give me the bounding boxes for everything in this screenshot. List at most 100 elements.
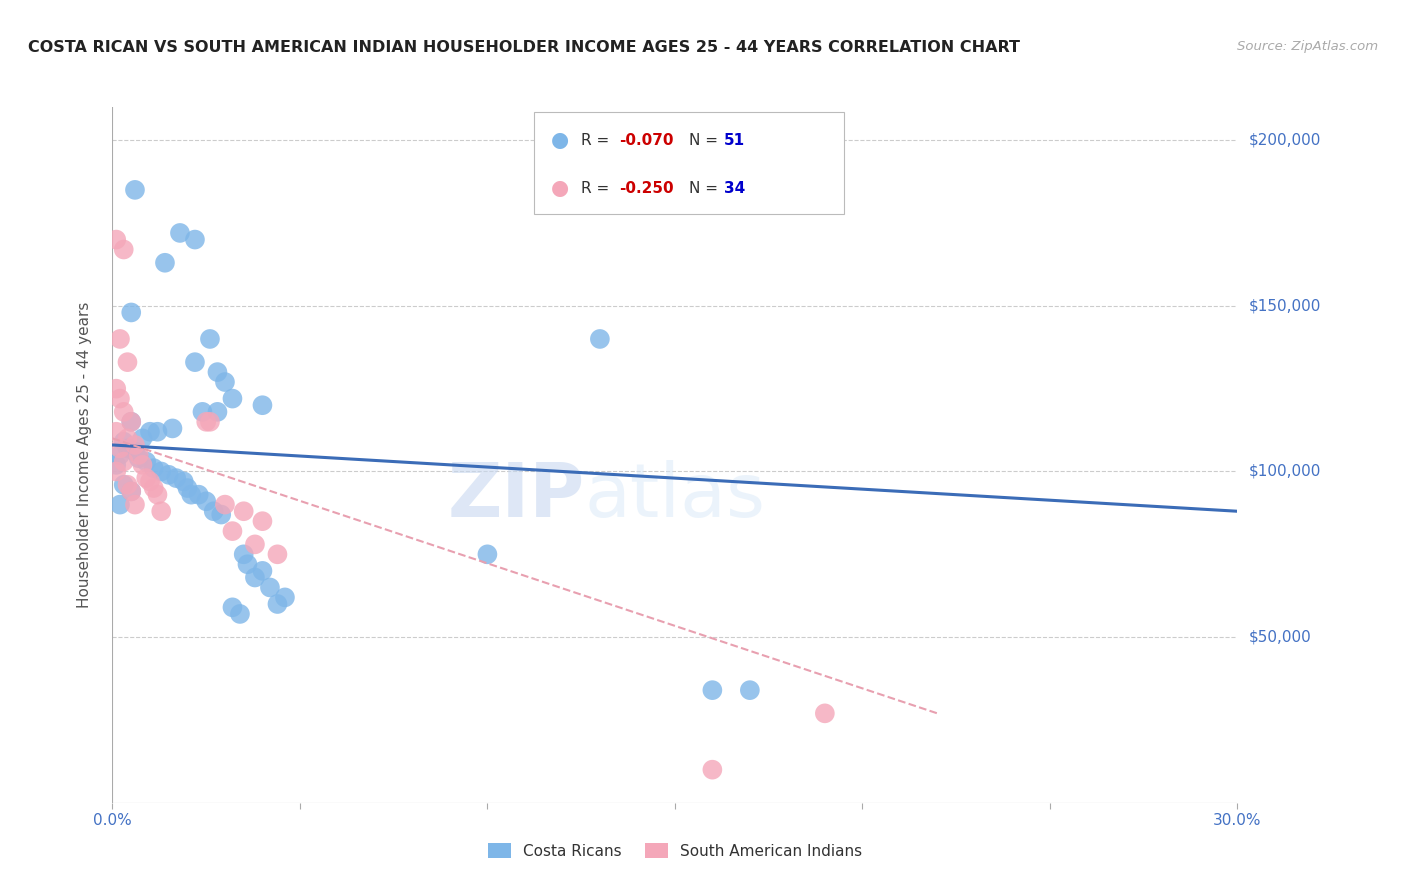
- Point: [165, 471, 187, 485]
- Point: [117, 477, 139, 491]
- Point: [214, 498, 236, 512]
- Point: [120, 415, 142, 429]
- Point: [146, 425, 169, 439]
- Point: [139, 425, 162, 439]
- Text: $100,000: $100,000: [1249, 464, 1320, 479]
- Point: [131, 458, 153, 472]
- Point: [243, 570, 266, 584]
- Point: [120, 415, 142, 429]
- Point: [108, 498, 131, 512]
- Text: $200,000: $200,000: [1249, 133, 1320, 148]
- Point: [112, 454, 135, 468]
- Text: $150,000: $150,000: [1249, 298, 1320, 313]
- Point: [105, 465, 128, 479]
- Point: [120, 484, 142, 499]
- Point: [589, 332, 612, 346]
- Point: [814, 706, 837, 721]
- Point: [191, 405, 214, 419]
- Point: [176, 481, 198, 495]
- Text: -0.070: -0.070: [619, 133, 673, 148]
- Point: [139, 475, 162, 489]
- Point: [207, 365, 229, 379]
- Point: [108, 442, 131, 456]
- Point: [184, 233, 207, 247]
- Point: [108, 332, 131, 346]
- Point: [120, 305, 142, 319]
- Point: [142, 461, 165, 475]
- Point: [214, 375, 236, 389]
- Point: [274, 591, 297, 605]
- Point: [207, 405, 229, 419]
- Point: [131, 431, 153, 445]
- Point: [157, 467, 180, 482]
- Point: [236, 558, 259, 572]
- Point: [153, 256, 176, 270]
- Point: [150, 465, 173, 479]
- Point: [105, 458, 128, 472]
- Point: [266, 547, 288, 561]
- Point: [124, 438, 146, 452]
- Point: [266, 597, 288, 611]
- Point: [108, 392, 131, 406]
- Point: [135, 454, 157, 468]
- Point: [738, 683, 761, 698]
- Legend: Costa Ricans, South American Indians: Costa Ricans, South American Indians: [482, 837, 868, 864]
- Point: [252, 514, 274, 528]
- Point: [221, 392, 243, 406]
- Point: [229, 607, 252, 621]
- Point: [221, 600, 243, 615]
- Point: [112, 434, 135, 449]
- Point: [128, 448, 150, 462]
- Point: [105, 233, 128, 247]
- Text: COSTA RICAN VS SOUTH AMERICAN INDIAN HOUSEHOLDER INCOME AGES 25 - 44 YEARS CORRE: COSTA RICAN VS SOUTH AMERICAN INDIAN HOU…: [28, 40, 1021, 55]
- Point: [112, 405, 135, 419]
- Text: R =: R =: [581, 133, 614, 148]
- Point: [221, 524, 243, 538]
- Point: [112, 243, 135, 257]
- Point: [124, 498, 146, 512]
- Point: [702, 763, 724, 777]
- Point: [232, 547, 254, 561]
- Point: [128, 451, 150, 466]
- Point: [105, 382, 128, 396]
- Point: [173, 475, 195, 489]
- Point: [198, 332, 221, 346]
- Text: $50,000: $50,000: [1249, 630, 1312, 645]
- Text: R =: R =: [581, 181, 614, 196]
- Point: [195, 494, 218, 508]
- Point: [202, 504, 225, 518]
- Point: [209, 508, 232, 522]
- Point: [232, 504, 254, 518]
- Point: [252, 398, 274, 412]
- Point: [180, 488, 202, 502]
- Text: ●: ●: [551, 178, 568, 198]
- Point: [169, 226, 191, 240]
- Point: [162, 421, 184, 435]
- Text: 51: 51: [724, 133, 745, 148]
- Point: [150, 504, 173, 518]
- Point: [117, 355, 139, 369]
- Point: [108, 448, 131, 462]
- Y-axis label: Householder Income Ages 25 - 44 years: Householder Income Ages 25 - 44 years: [77, 301, 91, 608]
- Point: [124, 444, 146, 458]
- Text: ZIP: ZIP: [447, 460, 585, 533]
- Point: [195, 415, 218, 429]
- Text: atlas: atlas: [585, 460, 766, 533]
- Point: [243, 537, 266, 551]
- Text: N =: N =: [689, 133, 723, 148]
- Point: [146, 488, 169, 502]
- Point: [259, 581, 281, 595]
- Point: [105, 425, 128, 439]
- Point: [117, 442, 139, 456]
- Text: -0.250: -0.250: [619, 181, 673, 196]
- Point: [198, 415, 221, 429]
- Point: [702, 683, 724, 698]
- Point: [135, 471, 157, 485]
- Point: [184, 355, 207, 369]
- Point: [112, 477, 135, 491]
- Point: [187, 488, 209, 502]
- Point: [252, 564, 274, 578]
- Text: ●: ●: [551, 130, 568, 150]
- Point: [120, 484, 142, 499]
- Text: N =: N =: [689, 181, 723, 196]
